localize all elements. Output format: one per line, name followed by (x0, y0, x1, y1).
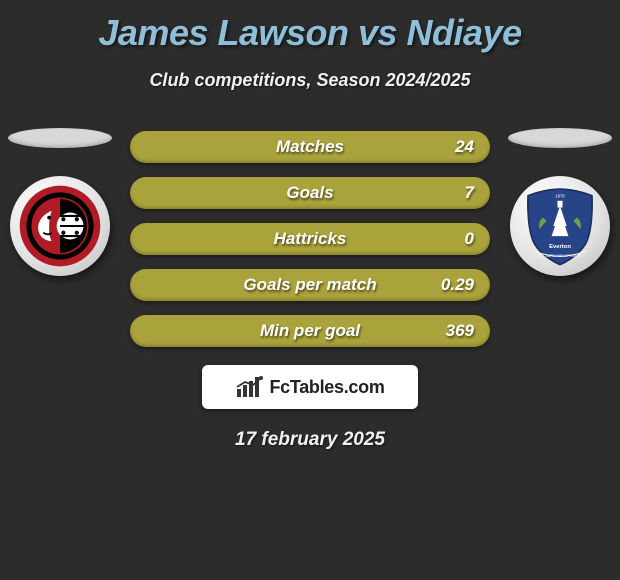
stat-value: 7 (465, 183, 474, 203)
stat-bar: Min per goal 369 (130, 315, 490, 347)
stat-bar: Goals 7 (130, 177, 490, 209)
left-column (0, 131, 120, 276)
stat-value: 24 (455, 137, 474, 157)
svg-text:NIL SATIS NISI OPTIMUM: NIL SATIS NISI OPTIMUM (539, 254, 581, 258)
stat-bars: Matches 24 Goals 7 Hattricks 0 Goals per… (120, 131, 500, 347)
right-crest: Everton NIL SATIS NISI OPTIMUM 1878 (510, 176, 610, 276)
svg-text:Everton: Everton (549, 244, 571, 250)
bournemouth-crest-icon (18, 184, 102, 268)
brand-text: FcTables.com (269, 377, 384, 398)
stat-bar: Hattricks 0 (130, 223, 490, 255)
subtitle: Club competitions, Season 2024/2025 (0, 70, 620, 91)
brand-chart-icon (235, 375, 263, 399)
stat-bar: Matches 24 (130, 131, 490, 163)
stat-label: Hattricks (274, 229, 347, 249)
page-title: James Lawson vs Ndiaye (0, 0, 620, 54)
svg-text:1878: 1878 (555, 193, 565, 198)
stat-label: Goals per match (243, 275, 376, 295)
right-column: Everton NIL SATIS NISI OPTIMUM 1878 (500, 131, 620, 276)
comparison-row: Matches 24 Goals 7 Hattricks 0 Goals per… (0, 131, 620, 347)
everton-crest-icon: Everton NIL SATIS NISI OPTIMUM 1878 (518, 184, 602, 268)
stat-label: Min per goal (260, 321, 360, 341)
stat-label: Goals (286, 183, 333, 203)
stat-value: 0 (465, 229, 474, 249)
left-oval-decor (8, 128, 112, 148)
stat-bar: Goals per match 0.29 (130, 269, 490, 301)
left-crest (10, 176, 110, 276)
date-text: 17 february 2025 (0, 429, 620, 451)
stat-label: Matches (276, 137, 344, 157)
stat-value: 0.29 (441, 275, 474, 295)
stat-value: 369 (446, 321, 474, 341)
brand-box: FcTables.com (202, 365, 418, 409)
right-oval-decor (508, 128, 612, 148)
